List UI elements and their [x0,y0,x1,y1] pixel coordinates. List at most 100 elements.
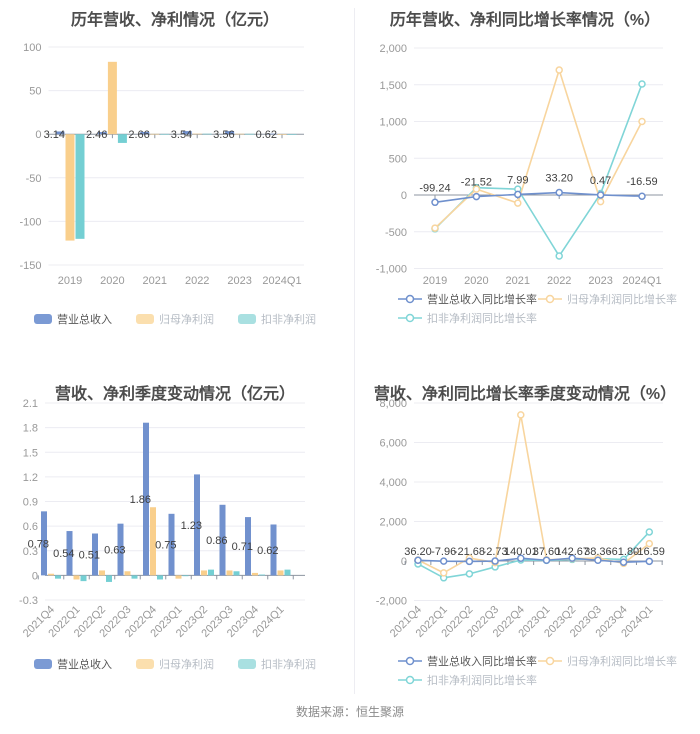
svg-text:2020: 2020 [464,275,488,287]
bar-series-0 [41,422,277,576]
panel-annual-amounts: 100 50 0 -50 -100 -150 2019 2020 2021 2022 2023 202… [0,0,350,345]
line-series-1 [431,66,646,232]
chart-title-quarterly-growth: 营收、净利同比增长率季度变动情况（%） [373,386,677,403]
line-series-0 [431,188,646,207]
svg-text:2,000: 2,000 [379,517,407,529]
legend-item-net-profit-growth[interactable]: 归母净利润同比增长率 [538,291,677,307]
line-marker-icon [538,656,562,666]
legend-item-non-gaap-growth[interactable]: 扣非净利润同比增长率 [398,672,537,688]
annual-growth-plot[interactable]: 2,000 1,500 1,000 500 0 -500 -1,000 2019 2020 202… [350,0,700,345]
svg-text:500: 500 [389,153,407,165]
legend-label: 归母净利润 [159,659,214,671]
value-labels: -99.24 -21.52 7.99 33.20 0.47 -16.59 [419,173,657,195]
svg-text:142.67: 142.67 [555,546,589,558]
svg-text:0.54: 0.54 [53,548,74,560]
chart-title-quarterly-amounts: 营收、净利季度变动情况（亿元） [54,386,295,403]
net-profit-swatch-icon [136,659,154,669]
non-gaap-swatch-icon [238,314,256,324]
svg-text:-21.52: -21.52 [461,177,492,189]
svg-text:-500: -500 [385,227,407,239]
svg-text:0.47: 0.47 [590,175,611,187]
svg-text:2,000: 2,000 [379,43,407,55]
svg-text:-1,000: -1,000 [376,264,407,276]
svg-text:2.46: 2.46 [86,129,107,141]
svg-text:0.9: 0.9 [23,497,38,509]
svg-text:2024Q1: 2024Q1 [622,275,661,287]
legend-item-non-gaap-growth[interactable]: 扣非净利润同比增长率 [398,310,537,326]
svg-text:140.01: 140.01 [504,546,538,558]
svg-text:2019: 2019 [58,275,82,287]
bar-series-0 [55,131,277,135]
svg-text:-0.3: -0.3 [19,595,38,607]
svg-text:100: 100 [23,42,41,54]
legend-label: 营业总收入 [57,659,112,671]
panel-quarterly-growth: 8,000 6,000 4,000 2,000 0 -2,000 2021Q4 2022Q1 2… [350,370,700,710]
svg-text:2.66: 2.66 [128,129,149,141]
legend-item-net-profit[interactable]: 归母净利润 [136,311,214,327]
svg-text:3.14: 3.14 [44,129,65,141]
svg-text:2021: 2021 [506,275,530,287]
line-marker-icon [398,313,422,323]
bar-series-2 [55,569,291,582]
line-marker-icon [398,675,422,685]
svg-text:0.86: 0.86 [206,535,227,547]
legend-item-revenue-growth[interactable]: 营业总收入同比增长率 [398,291,537,307]
svg-text:0.62: 0.62 [256,129,277,141]
svg-text:-2.73: -2.73 [483,546,508,558]
svg-text:2024Q1: 2024Q1 [262,275,301,287]
x-axis-labels: 2021Q42022Q12022Q22022Q32022Q42023Q12023… [21,604,287,640]
legend-label: 归母净利润同比增长率 [567,294,677,306]
panel-annual-growth: 2,000 1,500 1,000 500 0 -500 -1,000 2019 2020 202… [350,0,700,345]
non-gaap-swatch-icon [238,659,256,669]
svg-text:50: 50 [29,86,41,98]
revenue-swatch-icon [34,659,52,669]
data-source-note: 数据来源：恒生聚源 [295,705,404,719]
legend-item-non-gaap-profit[interactable]: 扣非净利润 [238,656,316,672]
x-axis-labels: 2021Q42022Q12022Q22022Q32022Q42023Q12023… [388,604,655,640]
line-series-2 [431,80,646,260]
svg-text:1.23: 1.23 [181,520,202,532]
legend-label: 扣非净利润同比增长率 [427,313,537,325]
svg-text:1.2: 1.2 [23,472,38,484]
svg-text:4,000: 4,000 [379,477,407,489]
net-profit-swatch-icon [136,314,154,324]
svg-text:-150: -150 [19,260,41,272]
svg-text:-100: -100 [19,216,41,228]
annual-amounts-plot[interactable]: 100 50 0 -50 -100 -150 2019 2020 2021 2022 2023 202… [0,0,350,345]
svg-text:-16.59: -16.59 [626,176,657,188]
svg-text:2023: 2023 [227,275,251,287]
legend-annual-amounts: 营业总收入 归母净利润 扣非净利润 [0,311,350,327]
chart-title-annual-amounts: 历年营收、净利情况（亿元） [70,12,279,29]
legend-item-net-profit[interactable]: 归母净利润 [136,656,214,672]
value-labels: 3.14 2.46 2.66 3.54 3.56 0.62 [44,129,277,141]
legend-item-net-profit-growth[interactable]: 归母净利润同比增长率 [538,653,677,669]
bar-series-2 [75,133,297,239]
svg-text:0.75: 0.75 [155,540,176,552]
svg-text:38.36: 38.36 [584,546,612,558]
legend-item-total-revenue[interactable]: 营业总收入 [34,311,112,327]
svg-text:3.56: 3.56 [213,129,234,141]
legend-item-total-revenue[interactable]: 营业总收入 [34,656,112,672]
svg-text:2022: 2022 [185,275,209,287]
svg-text:33.20: 33.20 [545,173,573,185]
svg-text:2020: 2020 [100,275,124,287]
line-marker-icon [398,294,422,304]
legend-item-revenue-growth[interactable]: 营业总收入同比增长率 [398,653,537,669]
svg-text:0.78: 0.78 [28,538,49,550]
svg-text:0: 0 [32,570,38,582]
legend-item-non-gaap-profit[interactable]: 扣非净利润 [238,311,316,327]
svg-text:2019: 2019 [423,275,447,287]
chart-title-annual-growth: 历年营收、净利同比增长率情况（%） [389,12,661,29]
svg-text:2022: 2022 [547,275,571,287]
value-labels: 36.20 -7.96-21.68-2.73140.0137.60142.6738… [404,546,665,558]
svg-text:3.54: 3.54 [171,129,192,141]
svg-text:0.62: 0.62 [257,545,278,557]
quarterly-growth-plot[interactable]: 8,000 6,000 4,000 2,000 0 -2,0002021Q42022Q12… [350,370,700,710]
revenue-swatch-icon [34,314,52,324]
svg-text:0.63: 0.63 [104,545,125,557]
svg-text:0.71: 0.71 [232,541,253,553]
quarterly-amounts-plot[interactable]: 2.1 1.8 1.5 1.2 0.9 0.6 0.3 0 -0.32021Q42022Q120… [0,370,350,710]
column-divider [354,8,355,694]
grid-lines: 2,000 1,500 1,000 500 0 -500 -1,000 [376,43,663,276]
